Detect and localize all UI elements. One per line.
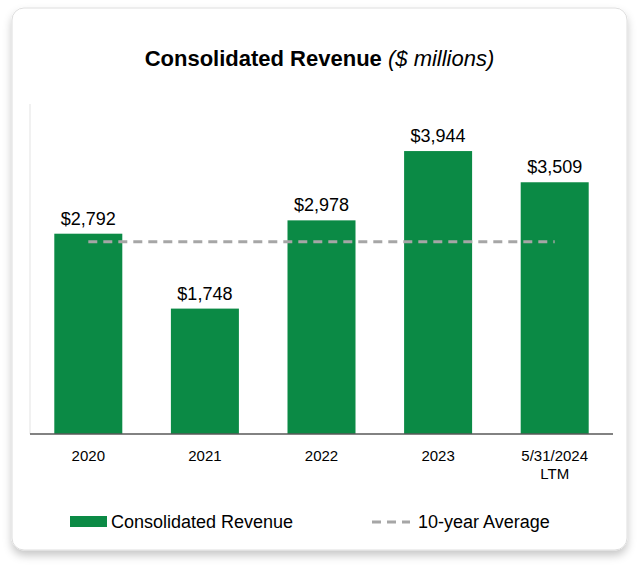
bar	[288, 220, 356, 434]
x-axis-line	[30, 433, 613, 435]
x-tick-label: 2020	[72, 447, 105, 464]
x-tick-label-line: 2020	[72, 447, 105, 464]
bar	[171, 309, 239, 434]
x-tick-label-line: LTM	[540, 465, 569, 482]
legend-label: Consolidated Revenue	[111, 512, 293, 532]
x-tick-label: 5/31/2024LTM	[521, 447, 588, 482]
bar	[54, 234, 122, 434]
legend-swatch	[372, 521, 410, 524]
x-tick-label-line: 5/31/2024	[521, 447, 588, 464]
bar	[404, 151, 472, 434]
data-label: $2,792	[61, 209, 116, 229]
x-tick-label-line: 2021	[188, 447, 221, 464]
data-label: $2,978	[294, 195, 349, 215]
x-tick-label: 2022	[305, 447, 338, 464]
x-tick-label-line: 2023	[421, 447, 454, 464]
bar	[521, 182, 589, 434]
x-tick-label: 2021	[188, 447, 221, 464]
x-tick-label: 2023	[421, 447, 454, 464]
chart-root: Consolidated Revenue ($ millions)$2,792$…	[0, 0, 639, 572]
subtitle-text: ($ millions)	[388, 46, 494, 71]
average-line	[88, 240, 554, 243]
legend-label: 10-year Average	[418, 512, 550, 532]
x-tick-label-line: 2022	[305, 447, 338, 464]
plot-marks	[54, 151, 588, 434]
legend-swatch	[70, 516, 107, 527]
title: Consolidated Revenue ($ millions)	[145, 46, 495, 71]
data-labels: $2,792 $1,748 $2,978 $3,944 $3,509	[61, 126, 582, 304]
data-label: $3,944	[411, 126, 466, 146]
y-axis-line	[30, 104, 31, 434]
title-text: Consolidated Revenue	[145, 46, 382, 71]
card	[12, 8, 627, 550]
data-label: $1,748	[177, 284, 232, 304]
data-label: $3,509	[527, 157, 582, 177]
